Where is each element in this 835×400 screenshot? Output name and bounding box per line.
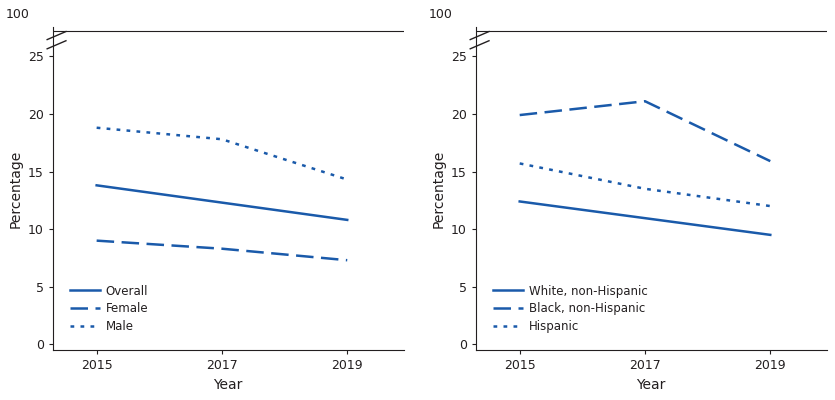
Y-axis label: Percentage: Percentage: [432, 150, 445, 228]
Text: 100: 100: [429, 8, 453, 21]
X-axis label: Year: Year: [214, 378, 243, 392]
X-axis label: Year: Year: [636, 378, 666, 392]
Legend: Overall, Female, Male: Overall, Female, Male: [66, 280, 153, 338]
Y-axis label: Percentage: Percentage: [8, 150, 23, 228]
Legend: White, non-Hispanic, Black, non-Hispanic, Hispanic: White, non-Hispanic, Black, non-Hispanic…: [488, 280, 652, 338]
Text: 100: 100: [6, 8, 30, 21]
